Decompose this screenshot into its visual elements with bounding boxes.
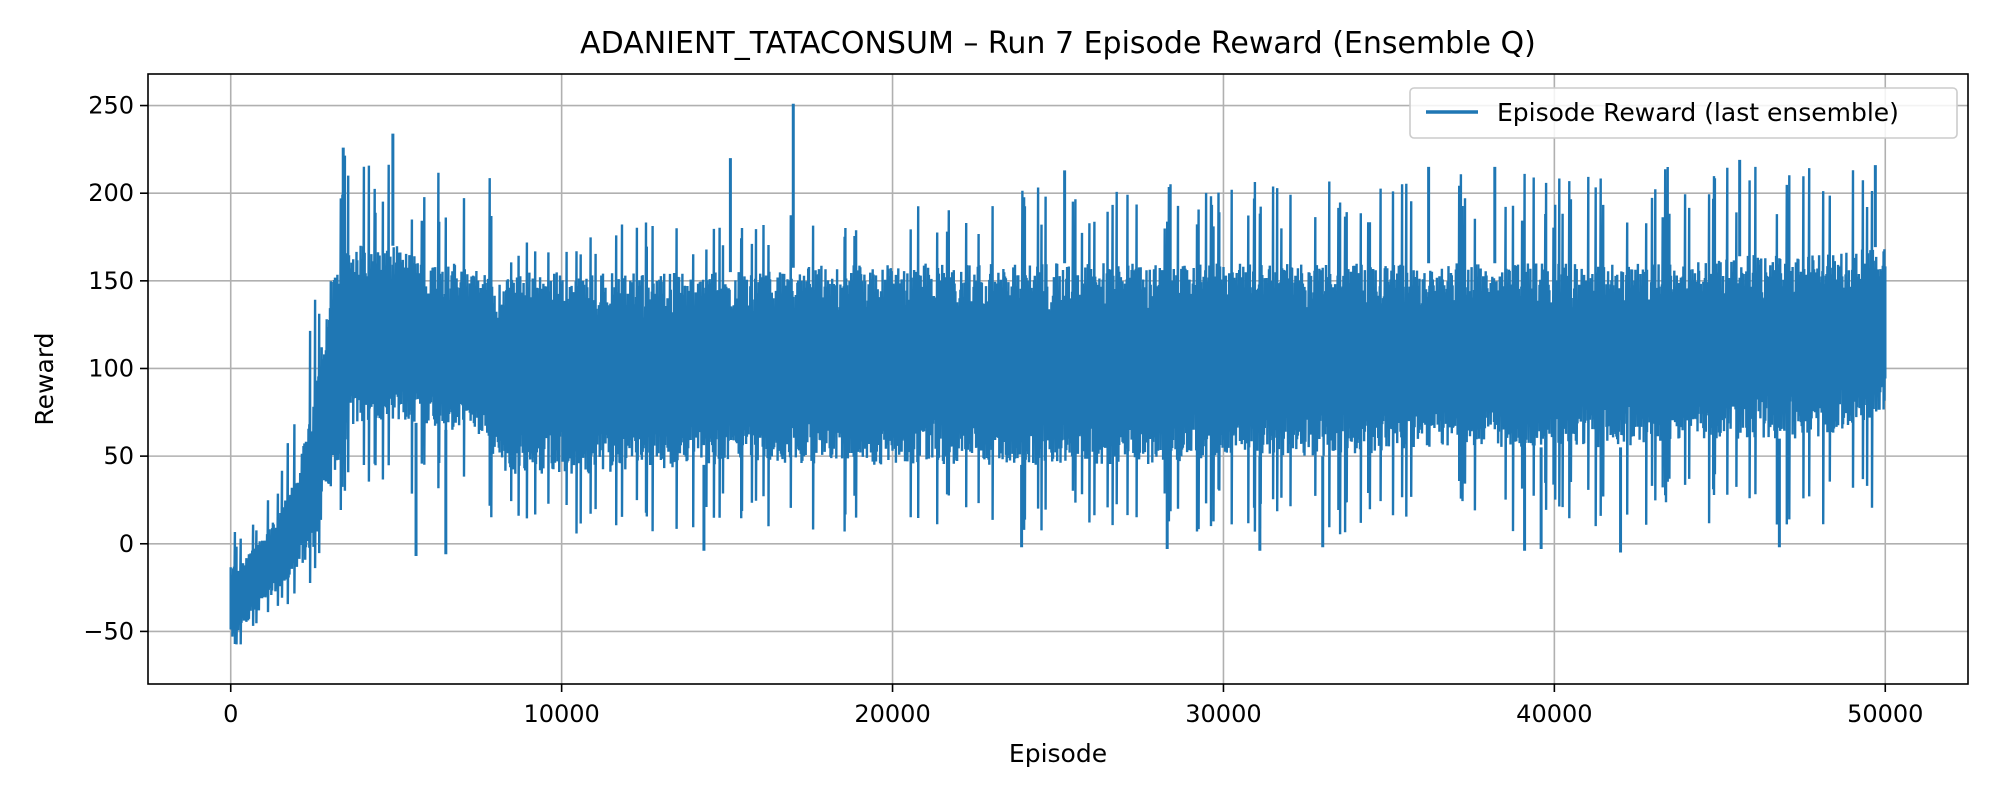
legend: Episode Reward (last ensemble) bbox=[1409, 87, 1958, 139]
axes-frame bbox=[147, 73, 1969, 685]
x-axis-ticks: 0 10000 20000 30000 40000 50000 bbox=[223, 684, 1923, 728]
y-tick-label: 200 bbox=[88, 179, 134, 207]
legend-box bbox=[1409, 87, 1958, 139]
x-tick-label: 20000 bbox=[854, 700, 930, 728]
x-tick-label: 0 bbox=[223, 700, 238, 728]
reward-series-line bbox=[229, 155, 1887, 645]
x-axis-label: Episode bbox=[1009, 739, 1107, 768]
x-tick-label: 40000 bbox=[1516, 700, 1592, 728]
x-tick-label: 10000 bbox=[523, 700, 599, 728]
y-tick-label: −50 bbox=[83, 617, 134, 645]
y-tick-label: 150 bbox=[88, 267, 134, 295]
x-tick-label: 30000 bbox=[1185, 700, 1261, 728]
y-tick-label: 0 bbox=[119, 530, 134, 558]
plot-area bbox=[229, 103, 1887, 645]
y-axis-ticks: −50 0 50 100 150 200 250 bbox=[83, 92, 148, 645]
y-tick-label: 250 bbox=[88, 92, 134, 120]
y-tick-label: 50 bbox=[103, 442, 134, 470]
chart-title: ADANIENT_TATACONSUM – Run 7 Episode Rewa… bbox=[580, 26, 1536, 61]
y-axis-label: Reward bbox=[30, 332, 59, 425]
y-tick-label: 100 bbox=[88, 354, 134, 382]
legend-entry-label: Episode Reward (last ensemble) bbox=[1497, 98, 1899, 127]
x-tick-label: 50000 bbox=[1847, 700, 1923, 728]
